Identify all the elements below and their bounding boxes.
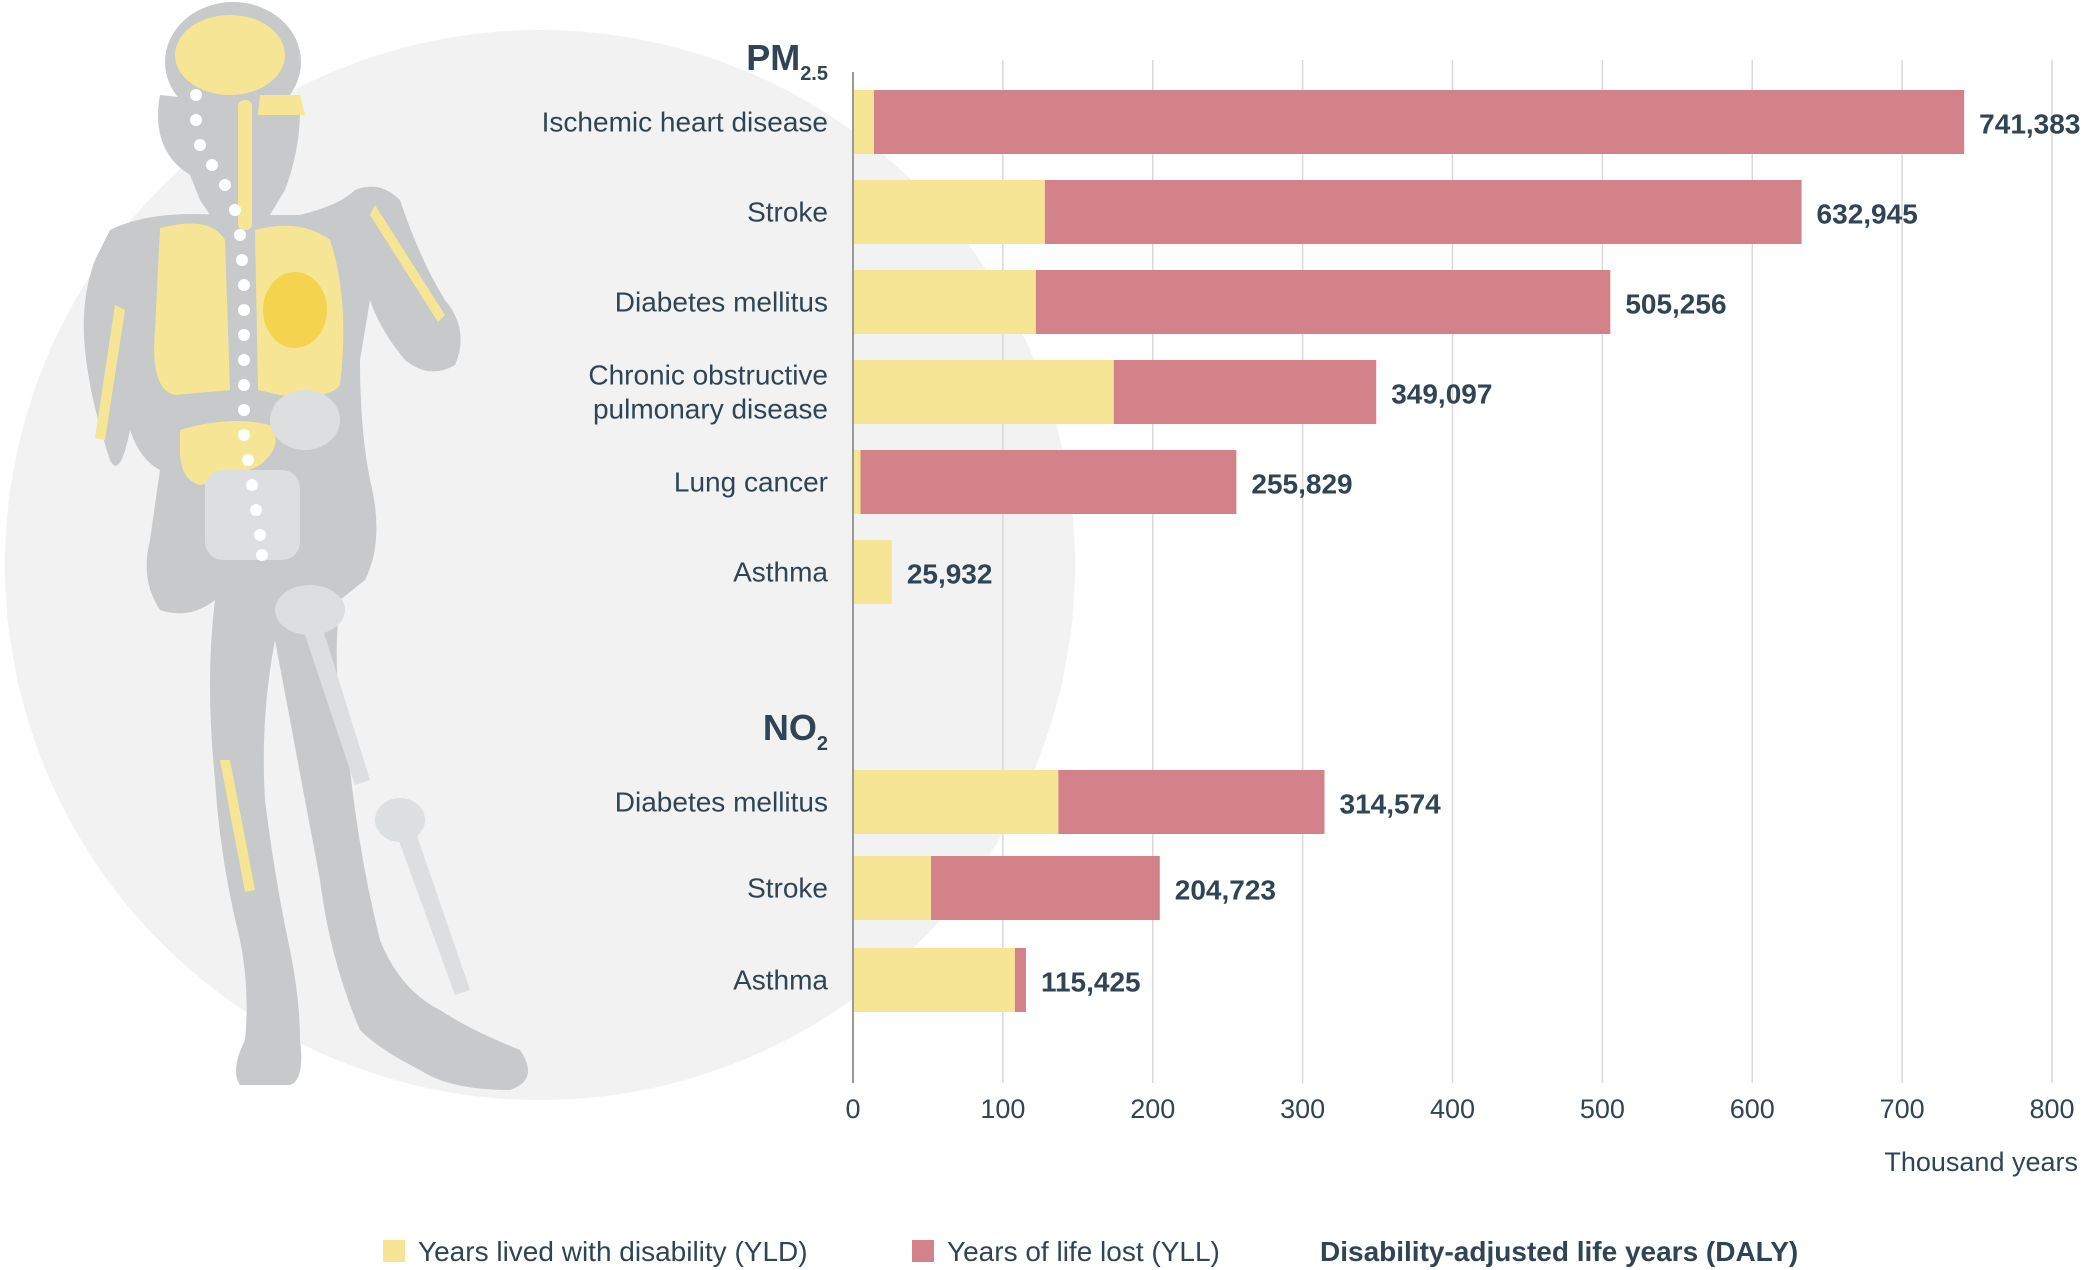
bar-yll: [930, 856, 1160, 920]
x-tick-label: 200: [1130, 1094, 1175, 1124]
total-value-label: 349,097: [1391, 378, 1492, 409]
legend-label-yll: Years of life lost (YLL): [947, 1236, 1220, 1267]
legend-swatch-yll: [912, 1240, 934, 1262]
bar-yld: [853, 270, 1036, 334]
lungs-icon: [154, 223, 230, 395]
airway-dot: [238, 379, 250, 391]
group-title: NO2: [763, 707, 828, 755]
total-value-label: 255,829: [1251, 468, 1352, 499]
total-value-label: 115,425: [1041, 966, 1141, 997]
bar-yld: [853, 360, 1114, 424]
total-value-label: 632,945: [1817, 198, 1918, 229]
category-label: Chronic obstructive: [588, 359, 828, 390]
total-value-label: 25,932: [907, 558, 993, 589]
airway-dot: [246, 479, 258, 491]
group-title-subscript: 2: [817, 733, 828, 755]
organs: [95, 15, 445, 892]
bar-yll: [1058, 770, 1325, 834]
bar-yll: [1044, 180, 1802, 244]
category-label: Stroke: [747, 196, 828, 227]
bar-yld: [853, 770, 1059, 834]
x-tick-label: 300: [1280, 1094, 1325, 1124]
arm-vessels-icon: [370, 205, 445, 322]
legend-label-daly: Disability-adjusted life years (DALY): [1320, 1236, 1798, 1267]
bar-yll: [1014, 948, 1026, 1012]
brain-icon: [175, 15, 285, 95]
total-value-label: 204,723: [1175, 874, 1276, 905]
airway-dot: [242, 454, 254, 466]
group-title-main: NO: [763, 707, 817, 748]
airway-dot: [206, 159, 218, 171]
category-label: Asthma: [733, 964, 828, 995]
leg-bones: [275, 585, 470, 995]
total-value-label: 505,256: [1625, 288, 1726, 319]
group-title: PM2.5: [746, 37, 828, 85]
legend: Years lived with disability (YLD) Years o…: [383, 1236, 1798, 1267]
x-tick-label: 500: [1580, 1094, 1625, 1124]
x-tick-label: 700: [1880, 1094, 1925, 1124]
x-tick-label: 400: [1430, 1094, 1475, 1124]
bar-yll: [1035, 270, 1611, 334]
category-label: Lung cancer: [674, 466, 828, 497]
axis-layer: 0 100 200 300 400 500 600 700 800 Thousand years: [845, 72, 2078, 1177]
x-tick-label: 600: [1730, 1094, 1775, 1124]
bar-yll: [873, 90, 1965, 154]
x-tick-label: 800: [2029, 1094, 2074, 1124]
x-axis-unit-label: Thousand years: [1884, 1147, 2078, 1177]
total-value-label: 741,383: [1979, 108, 2080, 139]
bar-yll: [1113, 360, 1377, 424]
airway-dot: [236, 254, 248, 266]
bar-yld: [853, 948, 1015, 1012]
category-label: Ischemic heart disease: [542, 106, 828, 137]
group-title-subscript: 2.5: [800, 63, 828, 85]
legend-swatch-yld: [383, 1240, 405, 1262]
airway-dot: [238, 279, 250, 291]
airway-dot: [238, 429, 250, 441]
group-title-main: PM: [746, 37, 800, 78]
airway-dot: [254, 529, 266, 541]
heart-icon: [263, 272, 327, 348]
category-label: Stroke: [747, 872, 828, 903]
bar-yld: [853, 90, 874, 154]
bar-yld: [853, 856, 931, 920]
airway-dot: [219, 179, 231, 191]
bar-yld: [853, 540, 892, 604]
airway-dot: [250, 504, 262, 516]
airway-dot: [238, 329, 250, 341]
x-tick-label: 100: [980, 1094, 1025, 1124]
bar-yld: [853, 180, 1045, 244]
category-label: pulmonary disease: [593, 393, 828, 424]
total-value-label: 314,574: [1340, 788, 1442, 819]
airway-dot: [238, 304, 250, 316]
legend-label-yld: Years lived with disability (YLD): [418, 1236, 808, 1267]
airway-dot: [190, 89, 202, 101]
airway-dot: [194, 139, 206, 151]
human-body-illustration: [5, 2, 1075, 1100]
x-tick-label: 0: [845, 1094, 860, 1124]
airway-dot: [238, 354, 250, 366]
category-label: Asthma: [733, 556, 828, 587]
bar-yld: [853, 450, 861, 514]
airway-dot: [238, 404, 250, 416]
airway-dot: [190, 114, 202, 126]
liver-icon: [180, 421, 276, 485]
airway-dot: [256, 549, 268, 561]
airway-dots: [190, 89, 268, 561]
airway-dot: [229, 204, 241, 216]
category-label: Diabetes mellitus: [615, 286, 828, 317]
bars-layer: [853, 90, 1965, 1012]
intestines: [205, 390, 340, 560]
airway-dot: [234, 229, 246, 241]
category-label: Diabetes mellitus: [615, 786, 828, 817]
bar-yll: [860, 450, 1237, 514]
labels-layer: PM2.5 Ischemic heart disease 741,383 Stroke…: [542, 37, 2081, 997]
trachea-icon: [238, 100, 252, 230]
